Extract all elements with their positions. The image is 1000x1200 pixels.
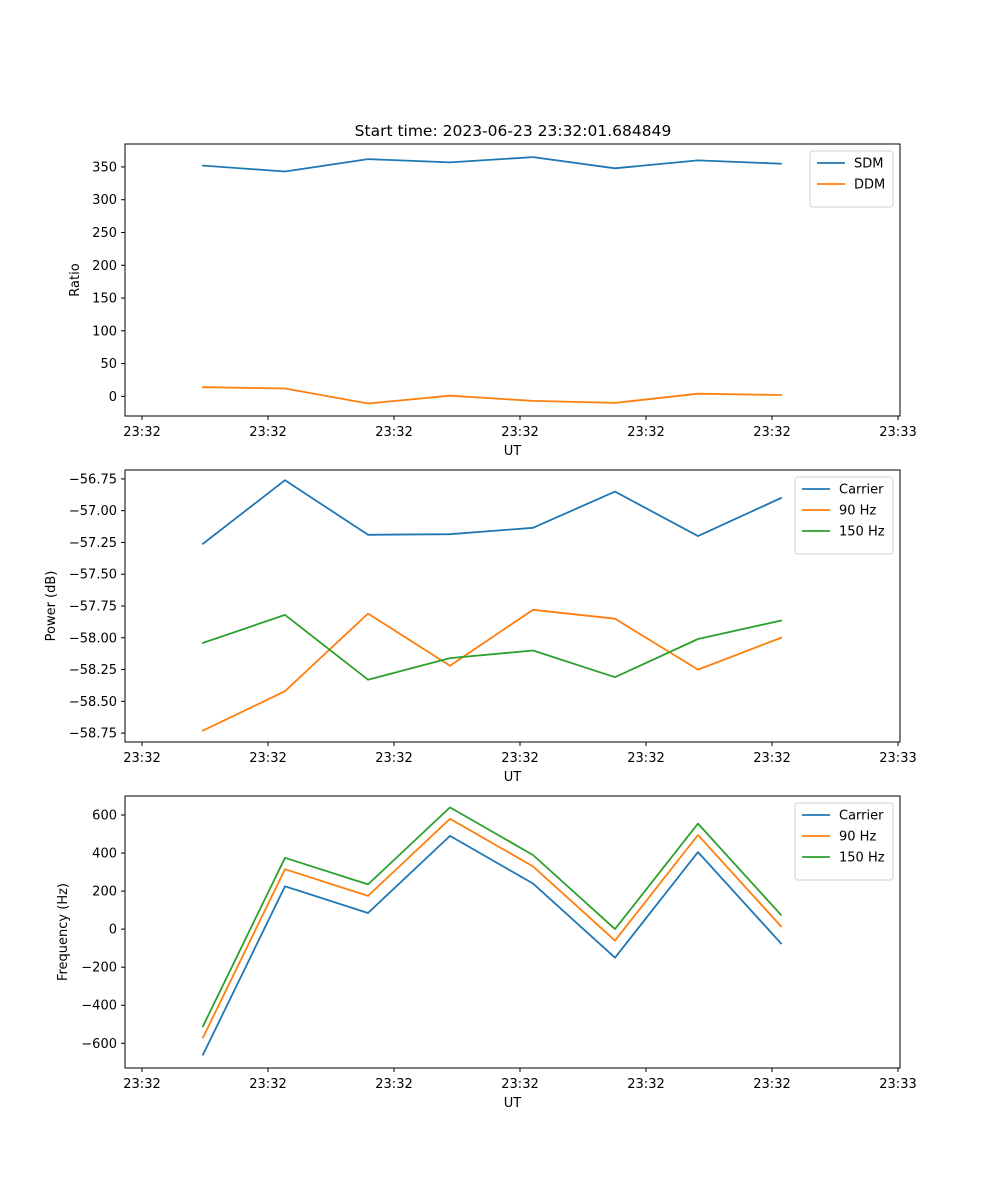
x-tick-label: 23:33 [879, 425, 916, 440]
x-tick-label: 23:32 [123, 751, 160, 766]
y-tick-label: −58.00 [69, 631, 117, 646]
y-tick-label: −58.25 [69, 663, 117, 678]
x-tick-label: 23:32 [627, 751, 664, 766]
y-tick-label: 200 [92, 885, 117, 900]
panel-3-series-carrier [201, 835, 783, 1056]
y-tick-label: 600 [92, 809, 117, 824]
panel-2-legend: Carrier 90 Hz 150 Hz [794, 476, 894, 555]
legend-entry: SDM [854, 157, 883, 172]
y-tick-label: 400 [92, 847, 117, 862]
panel-3-series-150-hz [201, 806, 783, 1028]
x-tick-label: 23:32 [627, 425, 664, 440]
legend-entry: 90 Hz [839, 504, 876, 519]
x-tick-label: 23:32 [501, 1077, 538, 1092]
x-tick-label: 23:32 [753, 1077, 790, 1092]
x-tick-label: 23:32 [375, 751, 412, 766]
figure-title: Start time: 2023-06-23 23:32:01.684849 [355, 122, 672, 140]
x-tick-label: 23:32 [123, 1077, 160, 1092]
y-tick-label: 150 [92, 292, 117, 307]
panel-1: 23:32 23:32 23:32 23:32 23:32 23:32 23:33 0 50 10… [68, 143, 917, 459]
x-tick-label: 23:32 [123, 425, 160, 440]
legend-entry: 150 Hz [839, 525, 885, 540]
x-tick-label: 23:32 [375, 425, 412, 440]
legend-entry: 150 Hz [839, 851, 885, 866]
y-tick-label: 0 [109, 390, 117, 405]
x-axis-label: UT [504, 770, 522, 785]
panel-1-series-sdm [202, 156, 782, 173]
y-tick-label: −200 [81, 961, 117, 976]
x-tick-label: 23:32 [501, 425, 538, 440]
y-axis-label: Ratio [68, 263, 83, 296]
x-tick-label: 23:33 [879, 1077, 916, 1092]
y-tick-label: −57.50 [69, 568, 117, 583]
legend-entry: DDM [854, 178, 885, 193]
y-tick-label: 300 [92, 193, 117, 208]
legend-entry: Carrier [839, 809, 884, 824]
x-tick-label: 23:32 [627, 1077, 664, 1092]
x-axis-label: UT [504, 1096, 522, 1111]
y-axis-label: Frequency (Hz) [56, 883, 71, 981]
panel-1-series-ddm [202, 386, 782, 405]
y-tick-label: −56.75 [69, 472, 117, 487]
y-tick-label: −57.25 [69, 536, 117, 551]
panel-2-frame [124, 469, 901, 743]
legend-box [809, 150, 894, 208]
panel-1-frame [124, 143, 901, 417]
panel-2-series-90-hz [201, 608, 783, 732]
y-tick-label: −58.75 [69, 727, 117, 742]
y-tick-label: 100 [92, 324, 117, 339]
x-tick-label: 23:32 [375, 1077, 412, 1092]
y-tick-label: 250 [92, 226, 117, 241]
panel-1-legend: SDM DDM [809, 150, 894, 208]
x-tick-label: 23:32 [501, 751, 538, 766]
x-axis-label: UT [504, 444, 522, 459]
legend-entry: 90 Hz [839, 830, 876, 845]
x-tick-label: 23:32 [249, 1077, 286, 1092]
y-tick-label: 0 [109, 923, 117, 938]
x-tick-label: 23:32 [249, 425, 286, 440]
y-tick-label: −400 [81, 999, 117, 1014]
y-axis-label: Power (dB) [44, 571, 59, 642]
x-tick-label: 23:32 [753, 751, 790, 766]
panel-2-series-carrier [201, 479, 783, 545]
y-tick-label: 50 [100, 357, 117, 372]
x-tick-label: 23:33 [879, 751, 916, 766]
x-tick-label: 23:32 [753, 425, 790, 440]
x-tick-label: 23:32 [249, 751, 286, 766]
y-tick-label: 350 [92, 160, 117, 175]
legend-box [794, 476, 894, 555]
y-tick-label: −57.00 [69, 504, 117, 519]
panel-2-series-150-hz [201, 614, 783, 681]
panel-3-frame [124, 795, 901, 1069]
panel-3-series-90-hz [201, 817, 783, 1039]
y-tick-label: −57.75 [69, 600, 117, 615]
y-tick-label: −600 [81, 1037, 117, 1052]
y-tick-label: 200 [92, 259, 117, 274]
panel-2: 23:32 23:32 23:32 23:32 23:32 23:32 23:33 −58.7… [44, 469, 917, 785]
panel-3: 23:32 23:32 23:32 23:32 23:32 23:32 23:33 −600 −… [56, 795, 917, 1111]
legend-box [794, 802, 894, 881]
legend-entry: Carrier [839, 483, 884, 498]
y-tick-label: −58.50 [69, 695, 117, 710]
panel-3-legend: Carrier 90 Hz 150 Hz [794, 802, 894, 881]
